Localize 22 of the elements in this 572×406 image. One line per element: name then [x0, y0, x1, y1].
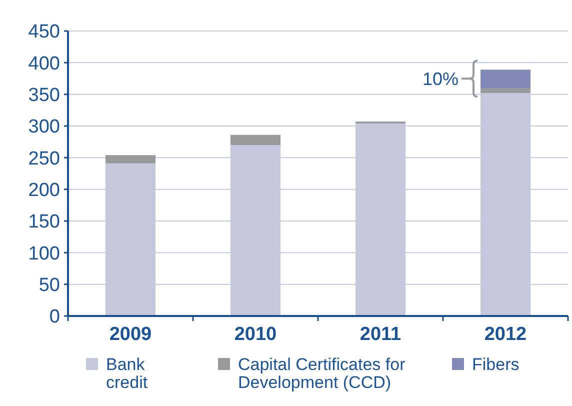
bar: [480, 70, 530, 88]
legend-label: Fibers: [472, 354, 520, 374]
x-tick-label: 2010: [234, 324, 277, 345]
y-tick-label: 50: [38, 274, 60, 296]
y-tick-label: 100: [28, 243, 60, 264]
x-tick-label: 2009: [109, 324, 152, 345]
annotation: 10%: [422, 68, 458, 89]
legend-label: Bank credit: [106, 354, 148, 392]
y-tick-label: 400: [28, 53, 60, 74]
bar: [230, 134, 280, 145]
y-tick-label: 450: [28, 22, 60, 43]
y-tick-label: 350: [28, 84, 60, 106]
y-tick-label: 300: [28, 116, 60, 138]
legend-label: Capital Certificates for Development (CCD): [238, 354, 406, 392]
x-tick-label: 2012: [484, 324, 527, 345]
bar: [106, 155, 156, 164]
y-tick-label: 250: [28, 148, 60, 170]
y-tick-label: 200: [28, 180, 60, 201]
x-tick-label: 2011: [360, 324, 402, 345]
bar: [480, 88, 530, 94]
y-tick-label: 0: [49, 306, 60, 328]
y-tick-label: 150: [28, 212, 60, 233]
